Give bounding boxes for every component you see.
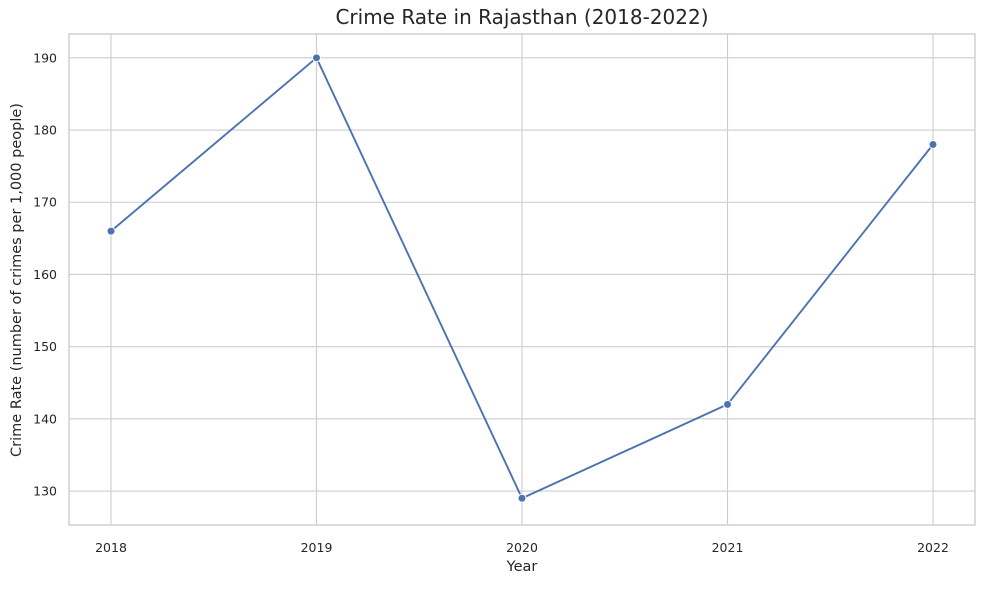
data-point — [517, 493, 527, 503]
x-tick-label: 2021 — [712, 540, 744, 555]
y-tick-label: 180 — [33, 123, 57, 138]
y-tick-label: 140 — [33, 411, 57, 426]
chart-title: Crime Rate in Rajasthan (2018-2022) — [335, 5, 708, 29]
y-tick-label: 170 — [33, 195, 57, 210]
x-tick-label: 2020 — [506, 540, 538, 555]
data-point — [312, 53, 321, 63]
series-group — [106, 53, 938, 503]
data-point — [723, 399, 732, 409]
y-tick-label: 150 — [33, 339, 57, 354]
y-axis-ticks: 130 140 150 160 170 180 190 — [33, 50, 57, 498]
x-axis-ticks: 2018 2019 2020 2021 2022 — [95, 540, 949, 555]
grid-lines — [69, 34, 975, 525]
y-axis-label: Crime Rate (number of crimes per 1,000 p… — [9, 103, 25, 457]
data-point — [106, 226, 116, 236]
x-tick-label: 2022 — [917, 540, 949, 555]
y-tick-label: 130 — [33, 484, 57, 499]
y-tick-label: 160 — [33, 267, 57, 282]
plot-area-frame — [68, 33, 976, 526]
x-tick-label: 2019 — [301, 540, 333, 555]
y-tick-label: 190 — [33, 50, 57, 65]
x-tick-label: 2018 — [95, 540, 127, 555]
data-point — [928, 139, 938, 149]
x-axis-label: Year — [506, 559, 538, 575]
